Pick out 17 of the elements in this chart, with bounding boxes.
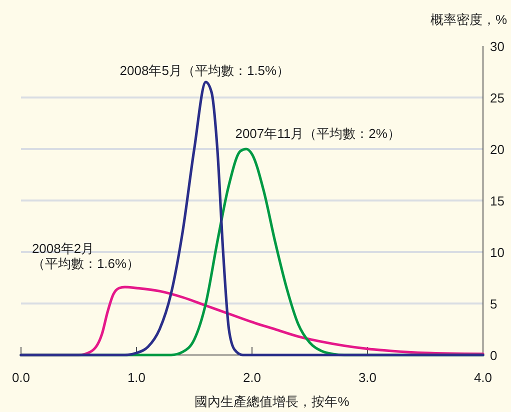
x-tick-label: 2.0 <box>242 370 262 385</box>
x-tick-label: 4.0 <box>474 370 492 385</box>
x-axis-title: 國內生產總值增長，按年% <box>194 394 350 409</box>
series-label: 2007年11月（平均數：2%） <box>235 126 400 141</box>
y-tick-label: 30 <box>490 39 504 54</box>
x-tick-label: 3.0 <box>358 370 377 385</box>
y-axis-title: 概率密度，% <box>430 12 508 27</box>
y-tick-label: 5 <box>490 296 498 312</box>
y-tick-label: 20 <box>490 142 504 157</box>
y-tick-label: 25 <box>490 90 504 106</box>
x-tick-label: 1.0 <box>127 370 146 385</box>
y-tick-label: 0 <box>490 348 498 363</box>
y-tick-label: 15 <box>490 194 504 208</box>
x-tick-label: 0.0 <box>12 370 30 385</box>
y-tick-label: 10 <box>490 245 504 260</box>
series-label: 2008年5月（平均數：1.5%） <box>120 63 290 78</box>
series-label: 2008年2月（平均數：1.6%） <box>32 241 140 272</box>
